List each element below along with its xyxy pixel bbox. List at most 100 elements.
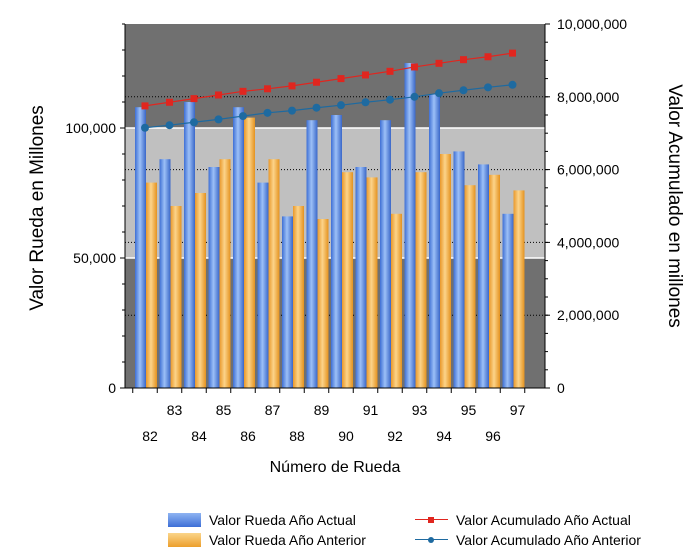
y2-tick-label: 0 [557,380,565,396]
legend-label-actual-bar: Valor Rueda Año Actual [209,512,356,528]
y2-axis-title: Valor Acumulado en millones [664,84,685,328]
y2-tick-label: 10,000,000 [557,16,627,32]
marker-previous [239,112,247,121]
marker-previous [263,108,272,117]
marker-previous [361,98,370,107]
marker-actual [141,102,149,110]
bar-previous [342,172,353,388]
x-tick-label: 85 [216,402,232,418]
bar-actual [257,182,269,388]
bar-actual [233,107,244,388]
bar-actual [331,115,342,388]
x-tick-label: 83 [167,402,183,418]
marker-actual [166,98,173,106]
x-axis-title: Número de Rueda [270,459,401,476]
bar-previous [415,172,427,388]
bar-actual [380,120,391,388]
bar-actual [429,94,440,388]
x-tick-label: 84 [191,428,207,444]
legend: Valor Rueda Año Actual Valor Rueda Año A… [168,507,678,549]
y-axis-title: Valor Rueda en Millones [27,105,48,311]
bar-actual [208,167,220,388]
bar-previous [293,206,304,388]
bar-actual [184,102,195,388]
legend-swatch-actual-line [415,513,448,527]
marker-actual [337,75,345,83]
bar-previous [170,206,182,388]
marker-actual [313,78,320,86]
bar-actual [404,63,416,388]
y2-tick-label: 8,000,000 [557,89,619,105]
legend-item-previous-bar: Valor Rueda Año Anterior [168,531,366,549]
bar-actual [306,120,318,388]
marker-previous [484,83,492,92]
bar-actual [355,167,367,388]
x-tick-label: 92 [387,428,403,444]
marker-actual [215,91,222,99]
marker-previous [386,95,394,104]
marker-actual [288,82,296,90]
x-tick-label: 91 [363,402,379,418]
marker-previous [288,106,296,115]
bar-actual [159,159,171,388]
y2-tick-label: 2,000,000 [557,307,619,323]
marker-actual [362,71,369,79]
legend-swatch-previous-bar [168,533,201,547]
x-tick-label: 89 [314,402,330,418]
x-tick-label: 95 [461,402,477,418]
bar-actual [478,164,489,388]
marker-previous [312,103,321,112]
bar-actual [502,213,514,388]
legend-item-actual-bar: Valor Rueda Año Actual [168,511,356,529]
marker-actual [509,49,516,57]
bar-previous [366,177,378,388]
bar-previous [489,174,500,388]
x-tick-label: 97 [510,402,526,418]
bar-previous [317,219,329,388]
marker-previous [165,121,174,130]
marker-actual [435,59,443,67]
bar-previous [146,182,157,388]
bar-previous [219,159,231,388]
x-tick-label: 87 [265,402,281,418]
x-tick-label: 82 [142,428,158,444]
legend-swatch-previous-line [415,533,448,547]
line-actual [144,52,513,107]
marker-previous [410,92,419,101]
legend-label-actual-line: Valor Acumulado Año Actual [456,512,631,528]
marker-previous [214,115,223,124]
legend-item-actual-line: Valor Acumulado Año Actual [415,511,631,529]
marker-previous [337,101,345,110]
bar-previous [440,154,451,388]
marker-actual [239,87,247,95]
x-tick-label: 88 [289,428,305,444]
bar-previous [195,193,206,388]
y2-tick-label: 4,000,000 [557,234,619,250]
bar-actual [135,107,146,388]
marker-previous [459,86,468,95]
legend-item-previous-line: Valor Acumulado Año Anterior [415,531,641,549]
marker-actual [411,63,418,71]
y-tick-label: 0 [108,380,116,396]
bar-previous [513,190,525,388]
legend-swatch-actual-bar [168,513,201,527]
y-tick-label: 100,000 [65,120,116,136]
bar-previous [268,159,280,388]
marker-actual [190,95,198,103]
y-tick-label: 50,000 [73,250,116,266]
bar-previous [464,185,476,388]
marker-previous [190,118,198,127]
y2-tick-label: 6,000,000 [557,162,619,178]
x-tick-label: 96 [485,428,501,444]
marker-previous [508,80,517,89]
bar-actual [453,151,465,388]
marker-actual [386,67,394,75]
marker-previous [435,89,443,98]
x-tick-label: 86 [240,428,256,444]
legend-label-previous-bar: Valor Rueda Año Anterior [209,532,366,548]
x-tick-label: 94 [436,428,452,444]
bar-actual [282,216,293,388]
legend-label-previous-line: Valor Acumulado Año Anterior [456,532,641,548]
x-tick-label: 93 [412,402,428,418]
